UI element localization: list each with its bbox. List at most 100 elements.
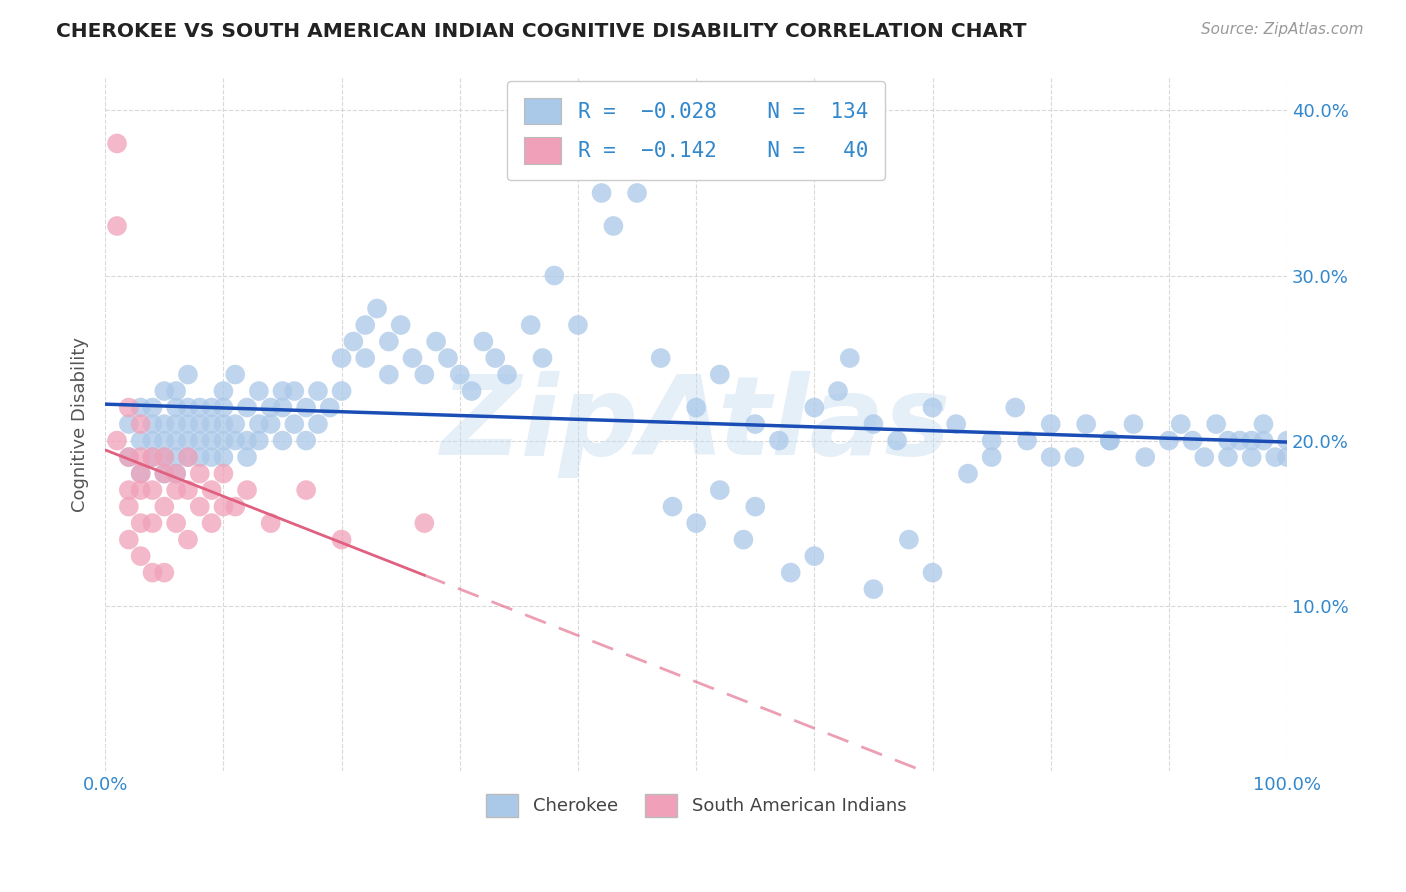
Point (129, 417, 152, 431)
Point (165, 467, 187, 481)
Point (295, 434, 318, 448)
Point (980, 450, 1002, 464)
Point (1098, 434, 1121, 448)
Point (188, 401, 211, 415)
Point (271, 434, 294, 448)
Point (129, 450, 152, 464)
Point (378, 334, 401, 349)
Point (271, 401, 294, 415)
Point (153, 417, 176, 431)
Point (177, 368, 200, 382)
Point (921, 401, 943, 415)
Point (212, 467, 235, 481)
Point (271, 384, 294, 398)
Point (247, 384, 270, 398)
Point (378, 368, 401, 382)
Point (827, 384, 849, 398)
Point (685, 401, 707, 415)
Point (153, 384, 176, 398)
Point (307, 417, 329, 431)
Point (236, 401, 259, 415)
Point (1240, 450, 1263, 464)
Point (212, 417, 235, 431)
Point (733, 533, 755, 547)
Point (200, 434, 222, 448)
Point (118, 450, 141, 464)
Point (200, 417, 222, 431)
Point (260, 417, 283, 431)
Point (1170, 417, 1192, 431)
Point (401, 351, 423, 365)
Point (661, 500, 683, 514)
Point (188, 417, 211, 431)
Point (212, 450, 235, 464)
Point (342, 334, 364, 349)
Point (200, 401, 222, 415)
Point (212, 500, 235, 514)
Point (105, 219, 128, 233)
Point (425, 334, 447, 349)
Point (129, 467, 152, 481)
Point (685, 516, 707, 530)
Point (366, 301, 388, 316)
Point (1253, 417, 1275, 431)
Point (105, 434, 128, 448)
Point (212, 434, 235, 448)
Point (141, 434, 163, 448)
Point (1098, 434, 1121, 448)
Point (141, 483, 163, 497)
Point (165, 401, 187, 415)
Point (129, 467, 152, 481)
Point (744, 500, 766, 514)
Text: Source: ZipAtlas.com: Source: ZipAtlas.com (1201, 22, 1364, 37)
Point (153, 467, 176, 481)
Point (177, 450, 200, 464)
Point (862, 582, 884, 596)
Point (543, 268, 565, 283)
Point (484, 351, 506, 365)
Point (129, 549, 152, 563)
Point (153, 467, 176, 481)
Point (153, 450, 176, 464)
Point (118, 450, 141, 464)
Point (188, 467, 211, 481)
Point (141, 450, 163, 464)
Point (177, 434, 200, 448)
Point (200, 450, 222, 464)
Point (519, 318, 541, 332)
Point (236, 450, 259, 464)
Point (460, 384, 482, 398)
Point (295, 401, 318, 415)
Point (212, 401, 235, 415)
Point (1181, 434, 1204, 448)
Point (319, 401, 342, 415)
Point (744, 417, 766, 431)
Point (437, 351, 460, 365)
Point (177, 450, 200, 464)
Point (980, 434, 1002, 448)
Point (1135, 450, 1157, 464)
Point (307, 384, 329, 398)
Point (1015, 434, 1038, 448)
Point (803, 549, 825, 563)
Point (531, 351, 554, 365)
Point (921, 566, 943, 580)
Point (354, 318, 377, 332)
Point (118, 500, 141, 514)
Point (803, 401, 825, 415)
Point (956, 467, 979, 481)
Point (709, 483, 731, 497)
Point (1253, 434, 1275, 448)
Point (177, 483, 200, 497)
Point (141, 516, 163, 530)
Point (626, 186, 648, 200)
Point (709, 368, 731, 382)
Y-axis label: Cognitive Disability: Cognitive Disability (72, 336, 89, 512)
Point (105, 136, 128, 151)
Point (177, 401, 200, 415)
Point (153, 566, 176, 580)
Point (1194, 450, 1216, 464)
Point (1216, 450, 1239, 464)
Point (224, 500, 246, 514)
Point (165, 434, 187, 448)
